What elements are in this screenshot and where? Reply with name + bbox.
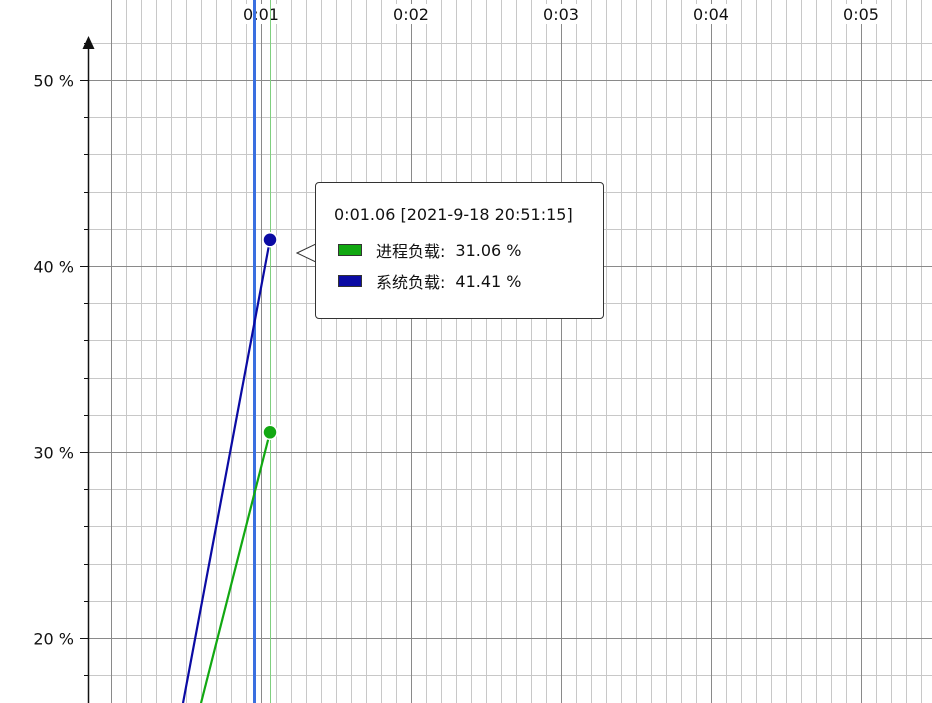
y-tick-label: 40 % — [33, 258, 74, 277]
tooltip-row-name: 系统负载: — [376, 273, 446, 292]
x-tick-label-bg — [239, 4, 283, 24]
reference-lines — [253, 0, 271, 703]
x-tick-label-bg — [539, 4, 583, 24]
data-tooltip: 0:01.06 [2021-9-18 20:51:15] 进程负载: 31.06… — [315, 182, 604, 319]
series-point-1 — [262, 232, 278, 248]
series-line-1 — [181, 239, 272, 703]
y-tick-label: 50 % — [33, 72, 74, 91]
x-tick-label: 0:03 — [543, 5, 579, 24]
x-tick-label-bg — [389, 4, 433, 24]
x-tick-label: 0:05 — [843, 5, 879, 24]
minor-grid — [88, 0, 932, 703]
major-grid — [88, 0, 932, 703]
y-axis-arrow — [82, 36, 95, 49]
y-axis — [80, 36, 95, 703]
tooltip-title: 0:01.06 [2021-9-18 20:51:15] — [334, 205, 573, 224]
series-layer — [181, 232, 278, 703]
x-tick-labels: 0:01 0:02 0:03 0:04 0:05 — [239, 4, 883, 24]
process-load-swatch — [338, 244, 362, 256]
y-tick-labels: 50 % 40 % 30 % 20 % — [33, 72, 74, 649]
tooltip-row-value: 41.41 % — [455, 271, 522, 291]
series-line-0 — [199, 432, 272, 703]
x-tick-label: 0:01 — [243, 5, 279, 24]
y-tick-label: 20 % — [33, 630, 74, 649]
tooltip-pointer — [296, 243, 316, 263]
tooltip-row-name: 进程负载: — [376, 242, 446, 261]
tooltip-row-process-load: 进程负载: 31.06 % — [338, 240, 522, 261]
tooltip-row-value: 31.06 % — [455, 240, 522, 260]
system-load-swatch — [338, 275, 362, 287]
series-point-0 — [262, 424, 278, 441]
x-tick-label: 0:04 — [693, 5, 729, 24]
x-tick-label-bg — [839, 4, 883, 24]
x-tick-label-bg — [689, 4, 733, 24]
tooltip-row-system-load: 系统负载: 41.41 % — [338, 271, 522, 292]
x-tick-label: 0:02 — [393, 5, 429, 24]
y-tick-label: 30 % — [33, 444, 74, 463]
